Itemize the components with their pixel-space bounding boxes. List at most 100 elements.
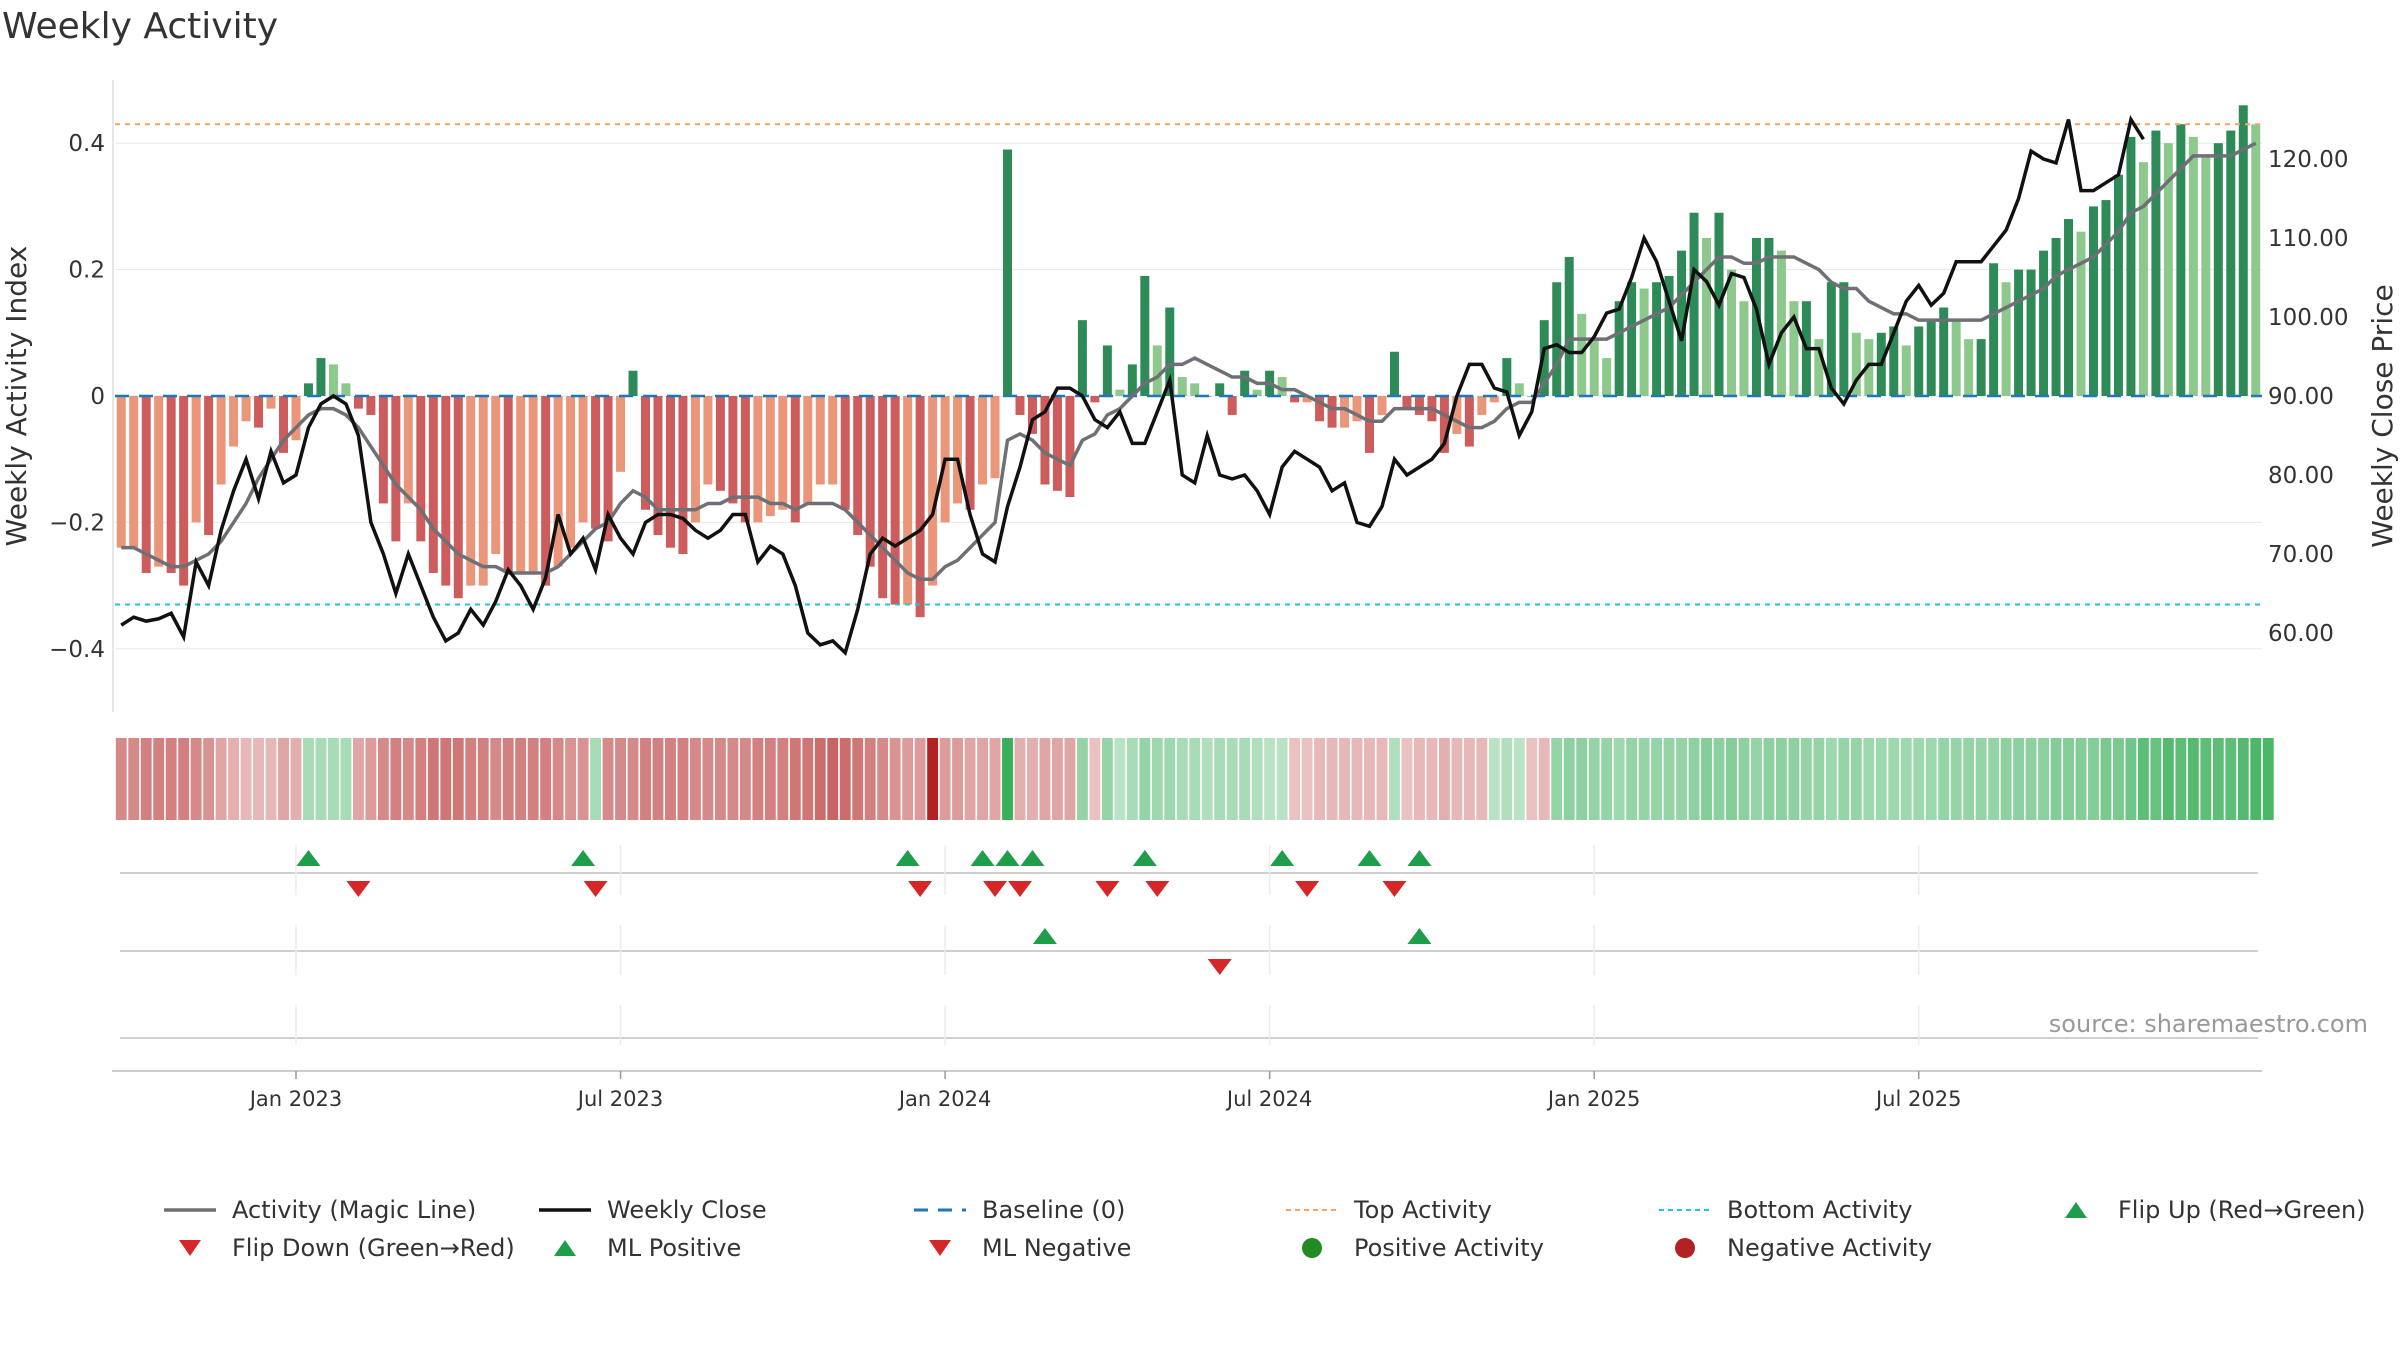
activity-bar — [828, 396, 838, 485]
activity-bar — [1414, 396, 1424, 415]
activity-bar — [1327, 396, 1337, 428]
activity-bar — [2151, 130, 2161, 396]
activity-bar — [715, 396, 725, 491]
heat-cell — [1726, 738, 1737, 820]
heat-cell — [1002, 738, 1013, 820]
heat-cell — [2100, 738, 2112, 820]
activity-bar — [1452, 396, 1462, 434]
activity-bar — [1826, 282, 1836, 396]
heat-cell — [1176, 738, 1188, 820]
activity-bar — [1839, 282, 1849, 396]
legend-swatch — [179, 1240, 201, 1256]
heat-cell — [2038, 738, 2049, 820]
activity-bar — [815, 396, 825, 485]
activity-bar — [2014, 269, 2024, 396]
heat-cell — [2175, 738, 2187, 820]
activity-bar — [740, 396, 750, 523]
activity-bar — [2101, 200, 2111, 396]
activity-bar — [1614, 301, 1624, 396]
flip-down-marker — [1095, 881, 1120, 897]
activity-bar — [166, 396, 176, 573]
heat-cell — [1064, 738, 1076, 820]
activity-bar — [1976, 339, 1986, 396]
activity-bar — [366, 396, 376, 415]
heat-cell — [1875, 738, 1887, 820]
heat-cell — [1226, 738, 1238, 820]
flip-up-marker — [296, 850, 321, 866]
heat-cell — [290, 738, 302, 820]
activity-bar — [578, 396, 588, 523]
swatch-triangle — [929, 1240, 951, 1256]
activity-bar — [1340, 396, 1350, 428]
activity-bar — [1864, 339, 1874, 396]
activity-bar — [1102, 345, 1112, 396]
flip-down-marker — [1382, 881, 1407, 897]
activity-bar — [728, 396, 738, 504]
activity-bar — [1989, 263, 1999, 396]
swatch-triangle — [179, 1240, 201, 1256]
heat-cell — [1863, 738, 1875, 820]
activity-bar — [1402, 396, 1412, 409]
heat-cell — [1151, 738, 1163, 820]
flip-up-marker — [1020, 850, 1045, 866]
heat-cell — [1339, 738, 1350, 820]
heat-cell — [303, 738, 314, 820]
heat-cell — [839, 738, 851, 820]
activity-bar — [990, 396, 1000, 479]
activity-bar — [1739, 301, 1749, 396]
heat-cell — [1900, 738, 1912, 820]
activity-bar — [316, 358, 326, 396]
activity-bar — [2026, 269, 2036, 396]
heat-cell — [377, 738, 389, 820]
heat-cell — [552, 738, 564, 820]
heat-cell — [714, 738, 726, 820]
heat-cell — [253, 738, 264, 820]
heat-cell — [165, 738, 177, 820]
heat-cell — [203, 738, 215, 820]
heat-cell — [1576, 738, 1588, 820]
heat-cell — [1139, 738, 1151, 820]
heat-cell — [1164, 738, 1176, 820]
heat-cell — [1938, 738, 1950, 820]
activity-bar — [2064, 219, 2074, 396]
heat-cell — [864, 738, 876, 820]
heat-cell — [415, 738, 427, 820]
heat-cell — [1738, 738, 1750, 820]
activity-bar — [141, 396, 151, 573]
heat-cell — [1588, 738, 1600, 820]
activity-bar — [653, 396, 663, 536]
activity-bar — [2176, 124, 2186, 397]
heat-cell — [1488, 738, 1500, 820]
heat-cell — [1563, 738, 1575, 820]
x-axis: Jan 2023 Jul 2023 Jan 2024 Jul 2024 Jan 2025… — [112, 845, 2262, 1111]
heat-cell — [727, 738, 739, 820]
flip-down-marker — [346, 881, 371, 897]
swatch-circle — [1675, 1238, 1695, 1258]
activity-bar — [466, 396, 476, 586]
activity-bar — [566, 396, 576, 548]
activity-bar — [1115, 389, 1125, 396]
activity-bar — [1789, 301, 1799, 396]
activity-bar — [1914, 326, 1924, 396]
heat-cell — [2075, 738, 2087, 820]
heat-cell — [1214, 738, 1226, 820]
activity-bar — [129, 396, 139, 548]
heat-cell — [440, 738, 452, 820]
right-tick-label: 120.00 — [2268, 147, 2348, 173]
activity-bar — [353, 396, 363, 409]
heat-cell — [2200, 738, 2212, 820]
left-axis-label: Weekly Activity Index — [0, 246, 33, 547]
activity-bar — [2163, 143, 2173, 396]
activity-bar — [391, 396, 401, 542]
legend-item: ML Positive — [535, 1234, 741, 1262]
heat-cell — [1850, 738, 1862, 820]
heat-cell — [1239, 738, 1251, 820]
activity-bar — [1015, 396, 1025, 415]
heat-cell — [365, 738, 377, 820]
heat-cell — [178, 738, 190, 820]
heat-cell — [665, 738, 676, 820]
heat-cell — [1101, 738, 1113, 820]
heat-cell — [2063, 738, 2074, 820]
activity-bar — [890, 396, 900, 605]
activity-bar — [266, 396, 276, 409]
